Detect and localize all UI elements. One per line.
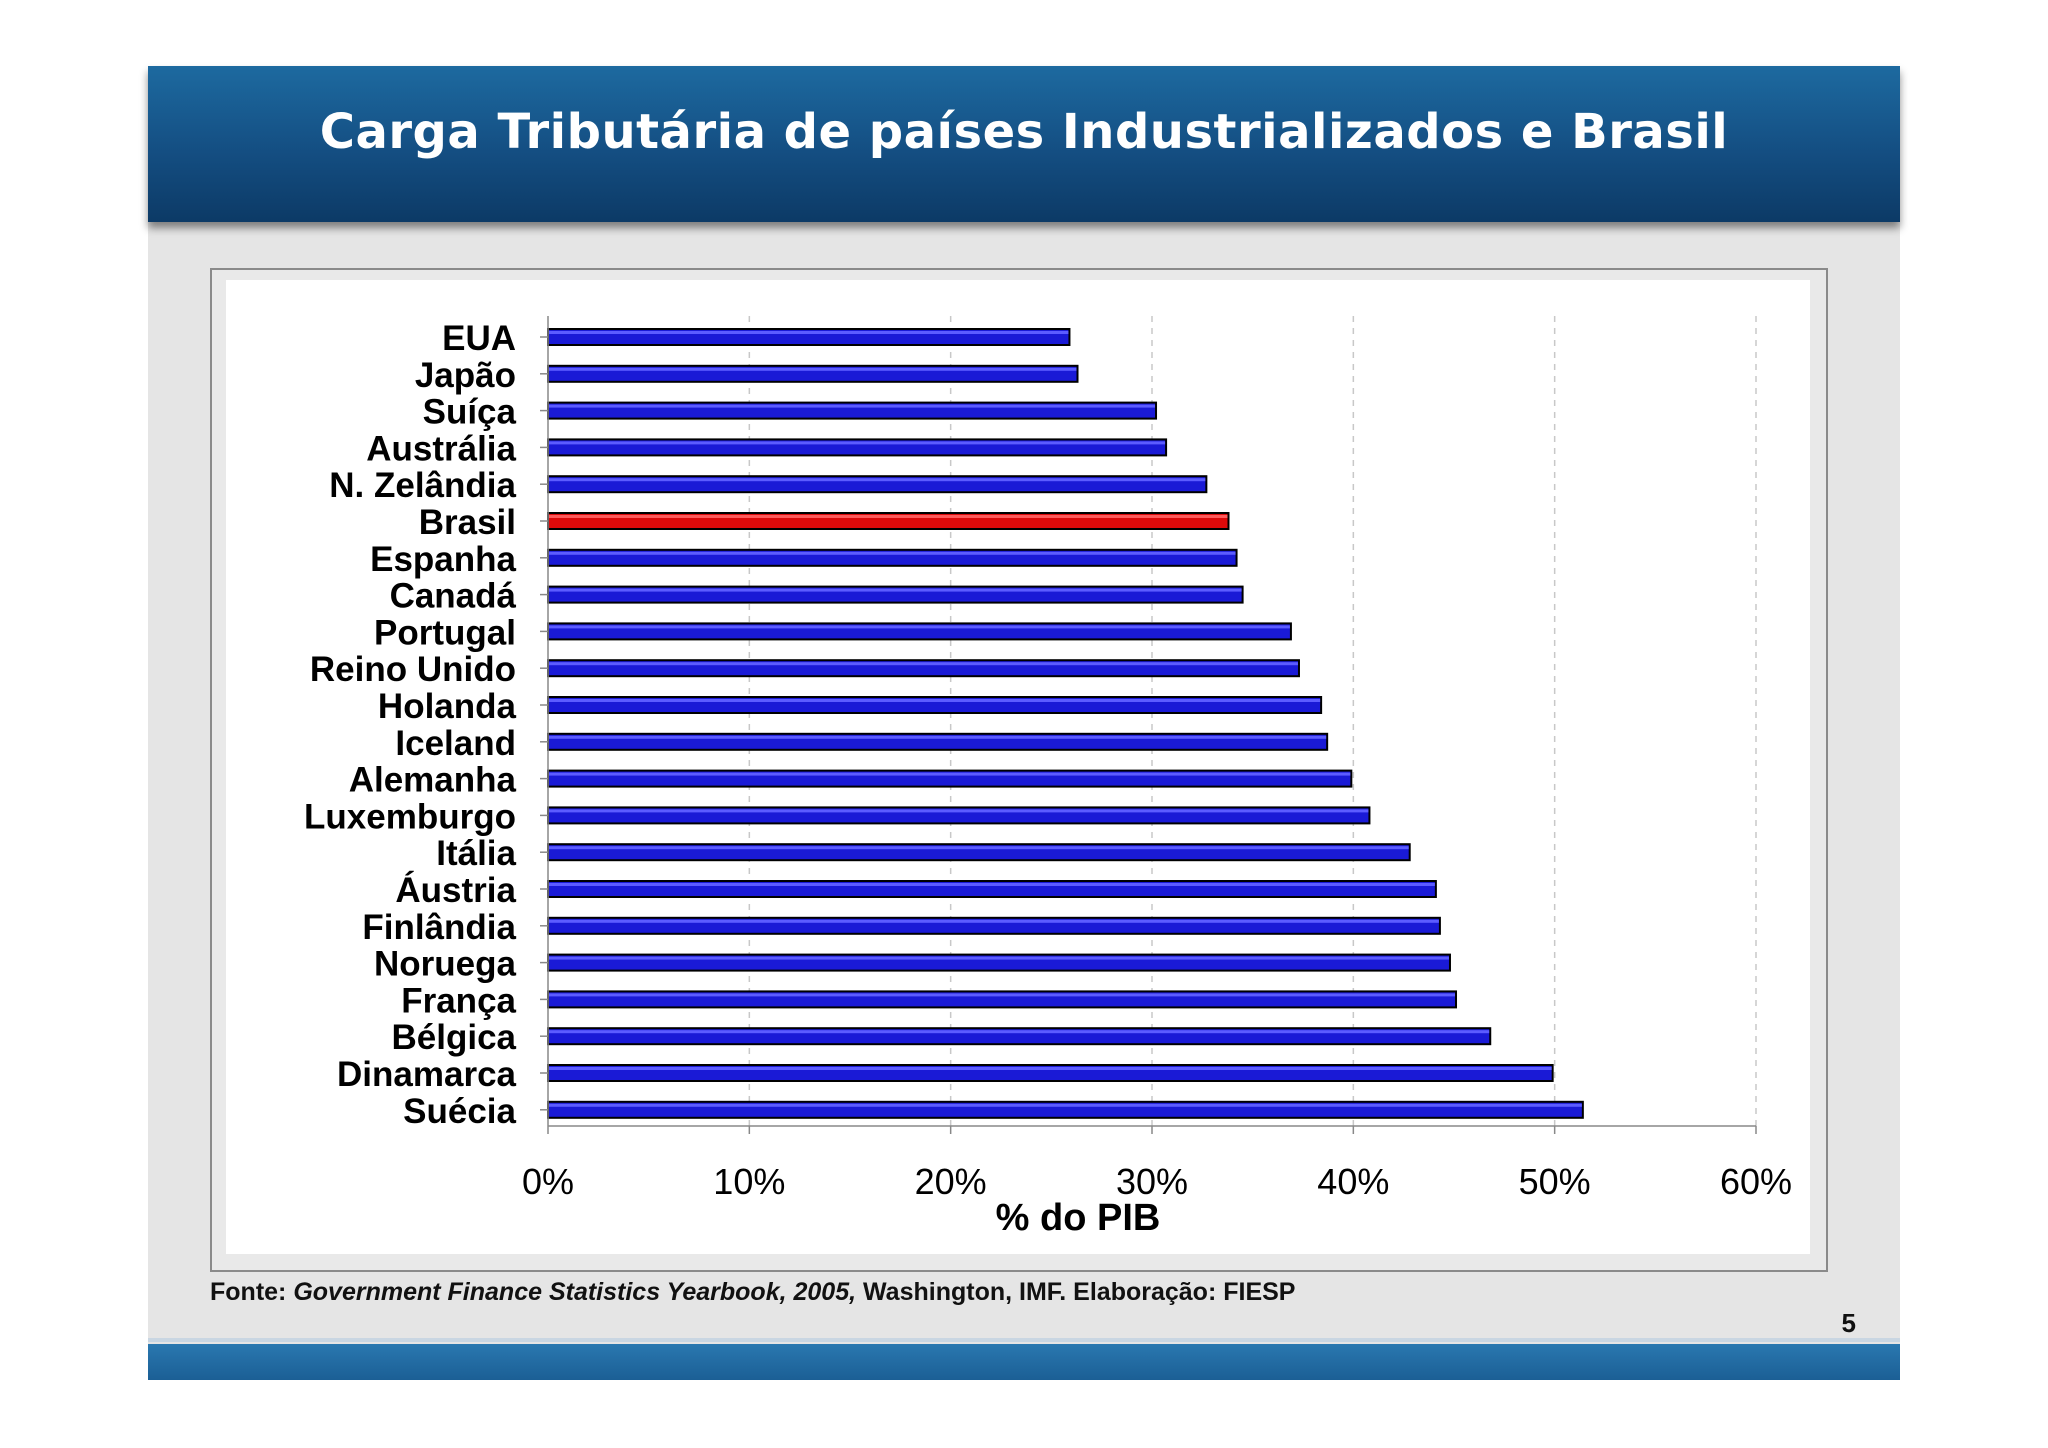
bar-sheen (549, 662, 1298, 666)
category-label: Iceland (395, 724, 516, 763)
bar-sheen (549, 993, 1456, 997)
bar-sheen (549, 846, 1409, 850)
category-label: N. Zelândia (329, 466, 516, 505)
x-tick-label: 0% (522, 1161, 574, 1202)
bar-sheen (549, 367, 1077, 371)
bar-sheen (549, 1103, 1582, 1107)
header-bar: Carga Tributária de países Industrializa… (148, 66, 1900, 222)
bar-sheen (549, 588, 1242, 592)
chart-frame: EUA Japão Suíça Austrália N. Zelândia Brasil E… (210, 268, 1828, 1272)
bar-sheen (549, 919, 1439, 923)
source-label: Fonte: (210, 1278, 287, 1306)
category-label: Holanda (378, 687, 517, 726)
category-label: Portugal (374, 613, 516, 652)
slide-title: Carga Tributária de países Industrializa… (319, 104, 1729, 160)
category-label: Suécia (403, 1092, 516, 1131)
source-note: Fonte: Government Finance Statistics Yea… (210, 1278, 1295, 1307)
bar-sheen (549, 883, 1435, 886)
x-tick-label: 10% (713, 1161, 785, 1202)
category-label: EUA (442, 319, 516, 358)
bar-sheen (549, 478, 1206, 482)
category-label: Finlândia (362, 908, 516, 947)
category-label: Luxemburgo (304, 797, 516, 836)
bar-sheen (549, 699, 1321, 702)
bar-sheen (549, 1067, 1552, 1070)
category-label: Suíça (423, 393, 517, 432)
bar-sheen (549, 772, 1351, 776)
category-label: França (401, 981, 516, 1020)
category-label: Noruega (374, 945, 517, 984)
bar-sheen (549, 735, 1327, 739)
x-tick-label: 60% (1720, 1161, 1792, 1202)
category-label: Brasil (419, 503, 516, 542)
slide: Carga Tributária de países Industrializa… (148, 66, 1900, 1380)
category-label: Espanha (370, 540, 516, 579)
x-axis-title: % do PIB (996, 1197, 1161, 1239)
bar-sheen (549, 625, 1290, 629)
category-label: Reino Unido (310, 650, 516, 689)
category-label: Bélgica (392, 1018, 517, 1057)
bar-sheen (549, 441, 1166, 445)
bar-sheen (549, 331, 1069, 334)
category-label: Austrália (366, 429, 516, 468)
footer-divider (148, 1338, 1900, 1342)
x-tick-label: 40% (1317, 1161, 1389, 1202)
x-tick-label: 20% (915, 1161, 987, 1202)
page-number: 5 (1841, 1308, 1856, 1338)
x-tick-label: 30% (1116, 1161, 1188, 1202)
bar-sheen (549, 809, 1369, 813)
bar-sheen (549, 1030, 1490, 1034)
bar-sheen (549, 956, 1449, 960)
x-tick-label: 50% (1519, 1161, 1591, 1202)
tick-labels: 0% 10% 20% 30% 40% 50% 60% (522, 1161, 1792, 1202)
bar-sheen (549, 515, 1228, 518)
bar-sheen (549, 404, 1156, 408)
category-label: Japão (415, 356, 516, 395)
category-label: Alemanha (349, 761, 517, 800)
category-label: Itália (436, 834, 516, 873)
chart-panel: EUA Japão Suíça Austrália N. Zelândia Brasil E… (226, 280, 1810, 1254)
footer-bar (148, 1344, 1900, 1380)
category-label: Áustria (395, 870, 516, 910)
bars (547, 328, 1584, 1119)
source-publication: Government Finance Statistics Yearbook, … (293, 1278, 857, 1306)
category-label: Canadá (390, 577, 517, 616)
bar-sheen (549, 551, 1236, 555)
category-label: Dinamarca (337, 1055, 517, 1094)
axes (540, 316, 1757, 1134)
source-rest: Washington, IMF. Elaboração: FIESP (863, 1278, 1296, 1306)
